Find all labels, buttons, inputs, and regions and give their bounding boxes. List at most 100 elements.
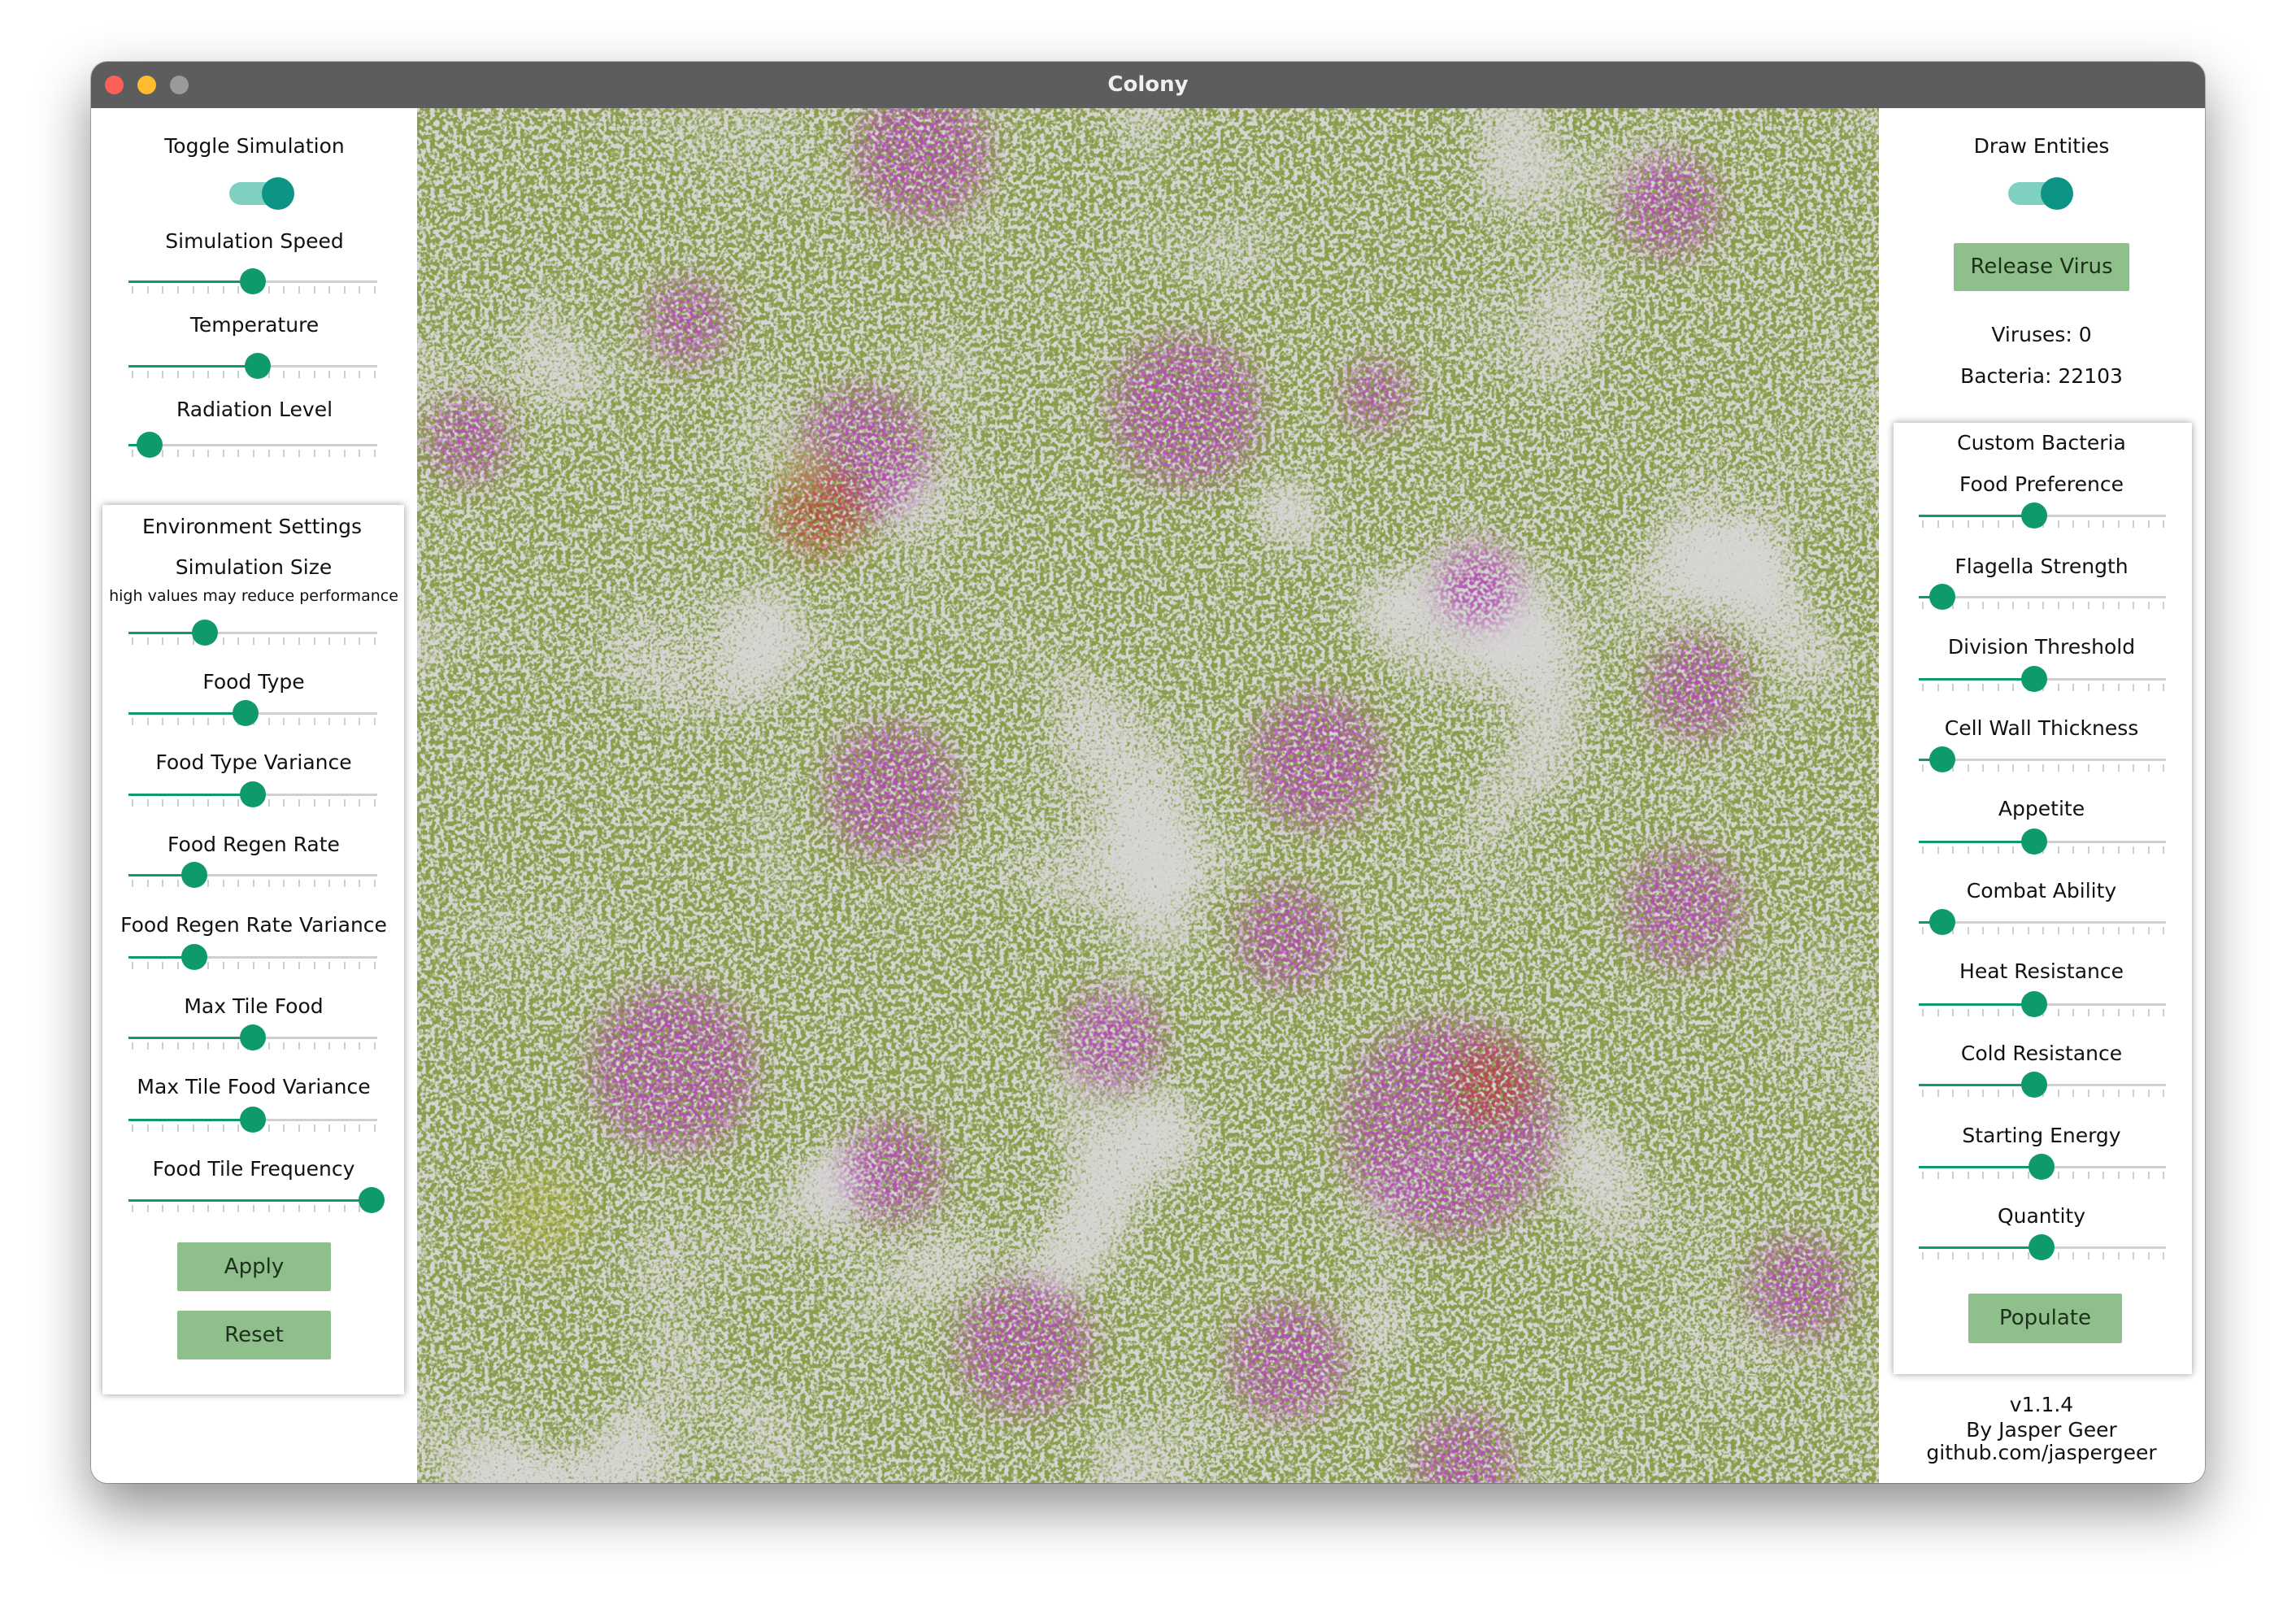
slider-thumb[interactable]: [2029, 1234, 2055, 1260]
slider-tick: [2102, 1009, 2104, 1016]
slider-thumb[interactable]: [1929, 909, 1955, 935]
slider-tick: [2027, 602, 2029, 609]
virus-count: Viruses: 0: [1991, 323, 2092, 346]
slider-label: Simulation Size: [175, 555, 333, 579]
slider-tick: [1997, 927, 1999, 934]
slider-thumb[interactable]: [2021, 829, 2047, 855]
slider-tick: [253, 962, 254, 969]
slider-tick: [2027, 764, 2029, 772]
populate-button[interactable]: Populate: [1968, 1294, 2122, 1343]
zoom-button[interactable]: [170, 76, 189, 94]
slider-label: Food Preference: [1959, 472, 2124, 496]
slider-track[interactable]: [128, 874, 377, 876]
slider-tick: [1922, 1090, 1924, 1097]
slider-tick: [298, 799, 300, 807]
slider-track[interactable]: [1919, 759, 2166, 761]
close-button[interactable]: [105, 76, 124, 94]
slider-thumb[interactable]: [2029, 1154, 2055, 1180]
slider-tick: [207, 1042, 210, 1050]
slider-thumb[interactable]: [240, 1107, 266, 1133]
slider-tick: [2087, 1172, 2089, 1179]
footer-text: github.com/jaspergeer: [1926, 1441, 2157, 1464]
slider-tick: [132, 962, 133, 969]
slider-thumb[interactable]: [1929, 584, 1955, 610]
slider-thumb[interactable]: [2021, 502, 2047, 528]
slider-track[interactable]: [128, 956, 377, 959]
slider-tick: [374, 962, 376, 969]
slider-tick: [2057, 1252, 2059, 1259]
slider-thumb[interactable]: [359, 1187, 385, 1213]
slider-tick: [222, 371, 224, 378]
release-virus-button[interactable]: Release Virus: [1954, 243, 2129, 291]
slider-tick: [2147, 1172, 2150, 1179]
slider-tick: [2163, 1252, 2164, 1259]
slider-tick: [1967, 684, 1969, 691]
slider-tick: [2087, 602, 2089, 609]
slider-tick: [2163, 602, 2164, 609]
footer-text: By Jasper Geer: [1966, 1418, 2117, 1442]
slider-tick: [132, 718, 133, 725]
slider-tick: [222, 286, 224, 294]
slider-tick: [2147, 520, 2150, 528]
slider-thumb[interactable]: [181, 944, 207, 970]
slider-tick: [1967, 764, 1969, 772]
slider-track[interactable]: [128, 632, 377, 634]
slider-label: Radiation Level: [176, 398, 333, 421]
reset-button[interactable]: Reset: [177, 1311, 331, 1359]
slider-tick: [192, 637, 194, 645]
slider-thumb[interactable]: [2021, 1072, 2047, 1098]
slider-tick: [328, 637, 331, 645]
slider-thumb[interactable]: [240, 781, 266, 807]
slider-tick: [2147, 846, 2150, 854]
slider-tick: [2057, 1172, 2059, 1179]
slider-track[interactable]: [1919, 921, 2166, 924]
slider-thumb[interactable]: [181, 862, 207, 888]
minimize-button[interactable]: [137, 76, 156, 94]
slider-thumb[interactable]: [137, 432, 163, 458]
slider-tick: [222, 637, 224, 645]
slider-label: Quantity: [1997, 1204, 2086, 1228]
slider-tick: [2072, 764, 2074, 772]
simulation-toggle-thumb[interactable]: [262, 177, 294, 210]
slider-tick: [176, 286, 179, 294]
slider-thumb[interactable]: [2021, 666, 2047, 692]
slider-fill: [1919, 1166, 2042, 1168]
slider-thumb[interactable]: [240, 268, 266, 294]
slider-tick: [359, 637, 361, 645]
slider-label: Food Regen Rate Variance: [120, 913, 387, 937]
slider-tick: [328, 1042, 331, 1050]
slider-thumb[interactable]: [2021, 991, 2047, 1017]
slider-tick: [132, 1205, 133, 1212]
slider-tick: [2087, 1252, 2089, 1259]
slider-tick: [132, 880, 133, 887]
slider-tick: [1997, 1090, 1999, 1097]
slider-tick: [192, 1124, 194, 1132]
slider-tick: [1937, 1172, 1939, 1179]
slider-tick: [1952, 520, 1954, 528]
slider-thumb[interactable]: [240, 1024, 266, 1050]
slider-track[interactable]: [1919, 596, 2166, 598]
slider-tick: [2102, 1090, 2104, 1097]
slider-tick: [1952, 1172, 1954, 1179]
slider-tick: [1982, 1090, 1984, 1097]
draw-entities-toggle-thumb[interactable]: [2041, 177, 2073, 210]
apply-button[interactable]: Apply: [177, 1242, 331, 1291]
slider-track[interactable]: [128, 444, 377, 446]
slider-tick: [1937, 1090, 1939, 1097]
slider-tick: [374, 1042, 376, 1050]
slider-thumb[interactable]: [192, 620, 218, 646]
slider-tick: [267, 799, 270, 807]
slider-thumb[interactable]: [1929, 746, 1955, 772]
slider-tick: [146, 1042, 149, 1050]
slider-thumb[interactable]: [245, 353, 271, 379]
slider-tick: [1982, 684, 1984, 691]
slider-tick: [374, 450, 376, 457]
slider-tick: [2012, 1172, 2014, 1179]
slider-tick: [374, 718, 376, 725]
slider-tick: [2117, 1252, 2120, 1259]
slider-thumb[interactable]: [233, 700, 259, 726]
slider-fill: [1919, 678, 2034, 681]
slider-tick: [132, 1042, 133, 1050]
slider-tick: [328, 1124, 331, 1132]
